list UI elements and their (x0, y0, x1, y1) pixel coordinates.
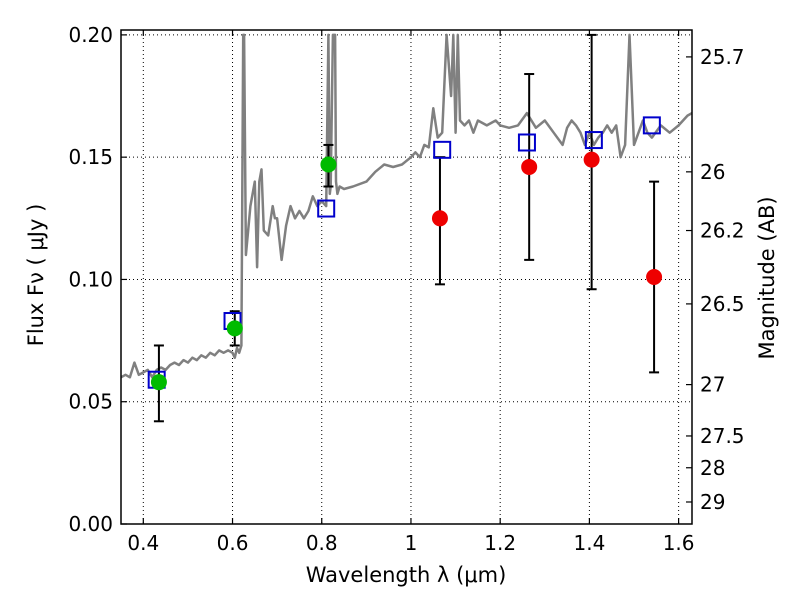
template-spectrum-line (121, 33, 692, 379)
model-photometry-box (433, 140, 452, 159)
y-tick-label: 0.00 (68, 512, 113, 536)
x-axis-label: Wavelength λ (μm) (306, 563, 507, 587)
axes: 0.4 0.6 0.8 1 1.2 1.4 1.6 0.00 0.05 0.10 0.15 0.20 2… (68, 23, 744, 555)
y-axis-right-label: Magnitude (AB) (755, 196, 779, 359)
y-tick-label: 0.05 (68, 390, 113, 414)
y-tick-label: 0.15 (68, 145, 113, 169)
y-right-tick-label: 27.5 (700, 424, 745, 448)
model-photometry-box (517, 133, 536, 152)
y-right-tick-label: 29 (700, 490, 725, 514)
observed-flux-point (583, 151, 600, 168)
observed-flux-point (521, 158, 538, 175)
observed-flux-point (320, 156, 337, 173)
observed-flux-point (226, 320, 243, 337)
x-tick-label: 1.6 (663, 531, 695, 555)
y-right-tick-label: 26 (700, 160, 725, 184)
x-tick-label: 0.8 (306, 531, 338, 555)
x-tick-label: 1 (405, 531, 418, 555)
x-tick-label: 1.4 (573, 531, 605, 555)
y-tick-label: 0.10 (68, 267, 113, 291)
y-right-tick-label: 25.7 (700, 45, 745, 69)
observed-flux-point (150, 374, 167, 391)
y-right-tick-label: 26.2 (700, 219, 745, 243)
x-tick-label: 0.4 (127, 531, 159, 555)
y-right-tick-label: 28 (700, 456, 725, 480)
y-tick-label: 0.20 (68, 23, 113, 47)
model-photometry-box (317, 199, 336, 218)
x-tick-label: 1.2 (484, 531, 516, 555)
observed-flux-point (431, 210, 448, 227)
plot-area (121, 33, 692, 423)
y-axis-label: Flux Fν ( μJy ) (24, 204, 48, 347)
model-photometry-box (584, 131, 603, 150)
y-right-tick-label: 27 (700, 373, 725, 397)
y-right-tick-label: 26.5 (700, 292, 745, 316)
model-photometry-box (642, 116, 661, 135)
grid (121, 30, 692, 524)
observed-flux-point (646, 269, 663, 285)
x-tick-label: 0.6 (217, 531, 249, 555)
plot-frame (120, 29, 693, 525)
